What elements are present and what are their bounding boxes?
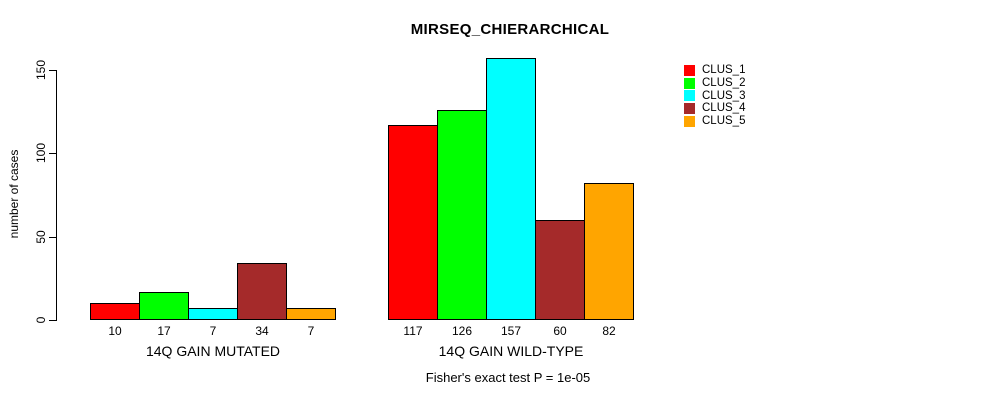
y-tick-label-text: 0 (34, 316, 48, 324)
legend-item-clus_5: CLUS_5 (684, 115, 745, 128)
bar-value-label: 7 (209, 324, 217, 338)
y-tick-label-text: 50 (34, 230, 48, 244)
legend-item-clus_2: CLUS_2 (684, 77, 745, 90)
legend-label: CLUS_4 (702, 102, 746, 115)
y-tick-label-text: 100 (34, 142, 48, 164)
bar-value-label: 17 (157, 324, 171, 338)
legend-swatch-clus_1 (684, 64, 695, 76)
bar-clus_5-2 (584, 183, 634, 320)
legend-label: CLUS_3 (702, 89, 746, 102)
chart-title: MIRSEQ_CHIERARCHICAL (410, 21, 610, 38)
bar-clus_1-2 (388, 125, 438, 320)
bar-clus_1-1 (90, 303, 140, 320)
annotation-text: Fisher's exact test P = 1e-05 (425, 370, 591, 385)
bar-clus_3-1 (188, 308, 238, 320)
x-category-label: 14Q GAIN WILD-TYPE (438, 343, 584, 359)
legend-swatch-clus_5 (684, 115, 695, 127)
bar-value-label: 60 (553, 324, 567, 338)
y-tick-mark (49, 320, 56, 321)
legend-swatch-clus_2 (684, 77, 695, 89)
y-axis-label-text: number of cases (7, 149, 21, 239)
bar-value-label: 34 (255, 324, 269, 338)
legend: CLUS_1 CLUS_2 CLUS_3 CLUS_4 CLUS_5 (684, 64, 745, 127)
y-tick-mark (49, 237, 56, 238)
bar-clus_2-1 (139, 292, 189, 320)
bar-clus_2-2 (437, 110, 487, 320)
bar-clus_5-1 (286, 308, 336, 320)
legend-swatch-clus_4 (684, 102, 695, 114)
bar-value-label: 117 (403, 324, 423, 338)
bar-value-label: 7 (307, 324, 315, 338)
bar-value-label: 157 (500, 324, 522, 338)
legend-item-clus_1: CLUS_1 (684, 64, 745, 77)
y-tick-label-text: 150 (34, 59, 48, 81)
legend-item-clus_4: CLUS_4 (684, 102, 745, 115)
bar-value-label: 10 (108, 324, 122, 338)
bar-value-label: 82 (602, 324, 616, 338)
y-axis (56, 70, 57, 321)
legend-item-clus_3: CLUS_3 (684, 89, 745, 102)
x-category-label: 14Q GAIN MUTATED (145, 343, 281, 359)
bar-value-label: 126 (451, 324, 473, 338)
legend-label: CLUS_5 (702, 115, 746, 128)
legend-swatch-clus_3 (684, 90, 695, 102)
legend-label: CLUS_2 (702, 77, 746, 90)
y-tick-mark (49, 153, 56, 154)
bar-clus_4-1 (237, 263, 287, 320)
bar-clus_3-2 (486, 58, 536, 320)
bar-clus_4-2 (535, 220, 585, 320)
legend-label: CLUS_1 (702, 64, 746, 77)
y-tick-mark (49, 70, 56, 71)
